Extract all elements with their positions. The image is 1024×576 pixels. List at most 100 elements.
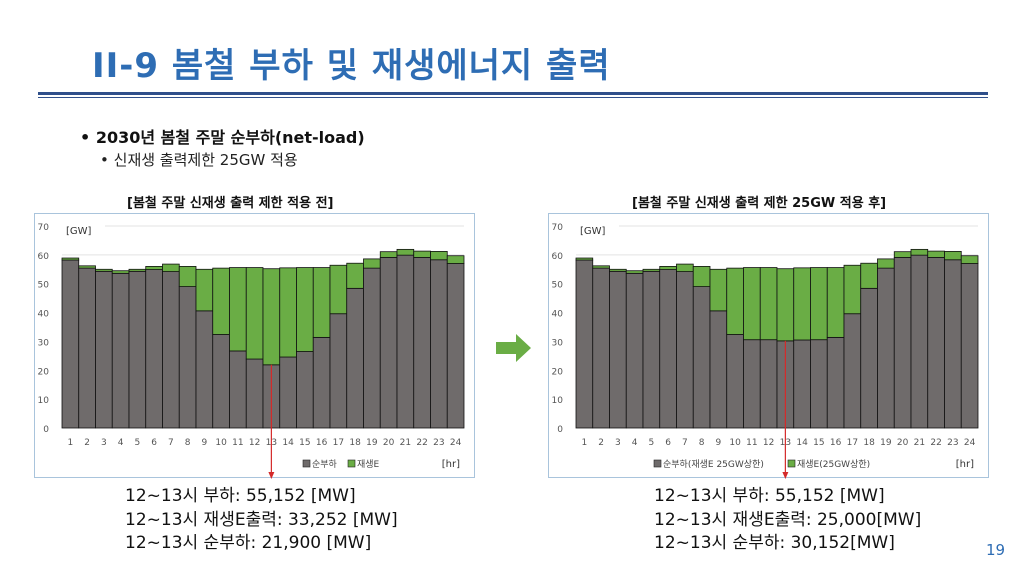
bar-renewable [759, 267, 778, 341]
y-tick-label: 30 [38, 338, 50, 348]
y-tick-label: 50 [552, 281, 564, 291]
bar-renewable [793, 267, 811, 341]
bar-net-load [793, 339, 811, 429]
bar-net-load [413, 257, 431, 429]
bar-renewable [843, 264, 862, 315]
bar-net-load [128, 270, 147, 429]
bar-net-load [346, 287, 364, 429]
bar-net-load [212, 334, 230, 429]
bar-renewable [329, 264, 348, 315]
x-tick-label: 9 [716, 438, 722, 448]
bar-renewable [960, 255, 979, 264]
bar-net-load [78, 267, 96, 429]
bar-renewable [944, 250, 962, 261]
bar-net-load [759, 339, 778, 429]
x-axis-label: [hr] [442, 459, 460, 470]
y-tick-label: 40 [552, 310, 564, 320]
legend-swatch-net-load [653, 459, 662, 468]
bar-net-load [826, 336, 845, 429]
bar-net-load [111, 272, 130, 429]
bar-renewable [145, 266, 163, 270]
x-tick-label: 19 [366, 438, 378, 448]
bar-net-load [676, 271, 694, 429]
notes-after: 12~13시 부하: 55,152 [MW] 12~13시 재생E출력: 25,… [654, 485, 921, 556]
bar-net-load [245, 358, 264, 429]
bar-renewable [776, 268, 795, 342]
bar-net-load [592, 267, 610, 429]
title-divider-thin [38, 97, 988, 98]
x-tick-label: 14 [282, 438, 294, 448]
x-tick-label: 10 [729, 438, 741, 448]
bullet-sub-text: 신재생 출력제한 25GW 적용 [113, 151, 298, 169]
bar-net-load [810, 339, 828, 429]
bar-net-load [396, 254, 415, 429]
bar-renewable [676, 263, 694, 272]
bar-net-load [61, 259, 80, 429]
y-tick-label: 60 [38, 252, 50, 262]
chart-title-after: [봄철 주말 신재생 출력 제한 25GW 적용 후] [632, 196, 887, 211]
bar-net-load [726, 334, 744, 429]
bar-renewable [245, 267, 264, 360]
bar-renewable [162, 263, 180, 272]
bar-renewable [810, 267, 828, 341]
chart-title-before: [봄철 주말 신재생 출력 제한 적용 전] [127, 196, 334, 211]
bar-net-load [609, 270, 627, 429]
legend-label-renewable: 재생E(25GW상한) [797, 459, 870, 470]
y-tick-label: 10 [38, 396, 50, 406]
x-tick-label: 6 [665, 438, 671, 448]
bar-renewable [346, 262, 364, 289]
x-tick-label: 4 [118, 438, 124, 448]
chart-after: 0 10 20 30 40 50 60 70 [GW] 1 2 3 4 5 6 7 8 9 10 11 12 13 14 15… [548, 213, 989, 479]
bar-renewable [910, 248, 929, 256]
bar-renewable [262, 268, 281, 366]
bar-net-load [279, 356, 297, 429]
bar-net-load [659, 269, 677, 429]
red-arrow-head [268, 472, 275, 479]
note-net-load: 12~13시 순부하: 30,152[MW] [654, 533, 895, 553]
bullet-main: • 2030년 봄철 주말 순부하(net-load) [80, 124, 365, 148]
bullet-main-text: 2030년 봄철 주말 순부하(net-load) [95, 128, 365, 147]
bar-renewable [95, 268, 113, 272]
note-net-load: 12~13시 순부하: 21,900 [MW] [125, 533, 372, 553]
legend-label-net-load: 순부하(재생E 25GW상한) [663, 459, 764, 470]
y-axis-label: [GW] [66, 226, 92, 237]
bar-net-load [944, 259, 962, 429]
red-arrow-head [782, 472, 789, 479]
bullet-sub: • 신재생 출력제한 25GW 적용 [100, 149, 298, 170]
bar-renewable [575, 257, 594, 261]
bar-renewable [927, 250, 945, 258]
x-tick-label: 23 [433, 438, 444, 448]
x-tick-label: 2 [598, 438, 604, 448]
y-axis-label: [GW] [580, 226, 606, 237]
bar-net-load [312, 336, 331, 429]
x-tick-label: 15 [813, 438, 824, 448]
legend-swatch-renewable [347, 459, 356, 468]
notes-before: 12~13시 부하: 55,152 [MW] 12~13시 재생E출력: 33,… [125, 485, 398, 556]
y-tick-label: 10 [552, 396, 564, 406]
x-tick-label: 23 [947, 438, 958, 448]
title-divider [38, 92, 988, 95]
bar-renewable [877, 258, 895, 269]
bar-net-load [927, 257, 945, 429]
bullet-marker: • [100, 151, 109, 169]
bar-net-load [910, 254, 929, 429]
x-tick-label: 18 [863, 438, 875, 448]
bar-net-load [642, 270, 661, 429]
x-tick-label: 21 [400, 438, 411, 448]
x-tick-label: 12 [763, 438, 774, 448]
x-tick-label: 24 [964, 438, 976, 448]
x-tick-label: 11 [232, 438, 243, 448]
bar-net-load [960, 263, 979, 429]
x-tick-label: 17 [333, 438, 344, 448]
legend-swatch-net-load [302, 459, 311, 468]
bar-net-load [145, 269, 163, 429]
x-tick-label: 24 [450, 438, 462, 448]
bar-renewable [726, 267, 744, 335]
legend-swatch-renewable [787, 459, 796, 468]
y-tick-label: 30 [552, 338, 564, 348]
bar-renewable [659, 266, 677, 270]
bar-renewable [625, 270, 644, 274]
bar-net-load [363, 267, 381, 429]
bar-renewable [195, 268, 214, 312]
